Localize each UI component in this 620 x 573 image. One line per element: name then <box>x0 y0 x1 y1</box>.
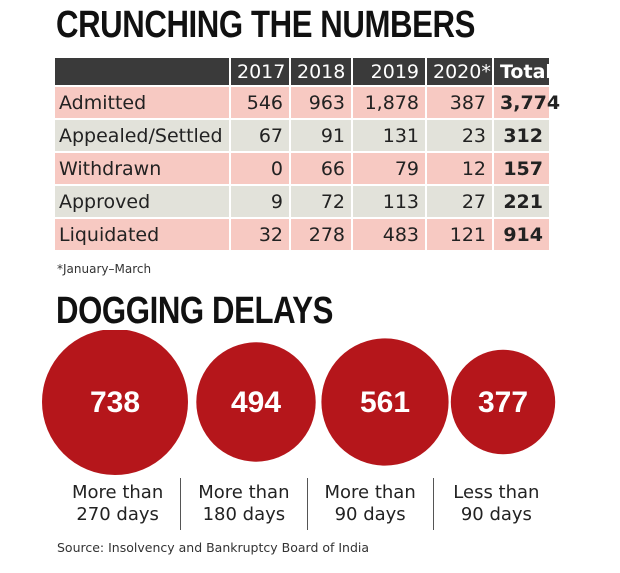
category-labels: More than 270 days More than 180 days More t… <box>55 478 559 530</box>
bubble-chart: 738 494 561 377 <box>42 330 556 475</box>
source-note: Source: Insolvency and Bankruptcy Board … <box>57 540 370 555</box>
table-cell: 1,878 <box>353 87 427 118</box>
table-row: Admitted 546 963 1,878 387 3,774 <box>55 87 560 118</box>
column-header-total: Total <box>494 58 552 85</box>
column-header: 2019 <box>353 58 427 85</box>
table-cell: 67 <box>231 120 291 151</box>
table-cell: 546 <box>231 87 291 118</box>
category-label-line: 90 days <box>460 504 532 525</box>
category-label-line: More than <box>72 482 164 503</box>
bubble-377 <box>450 349 556 455</box>
table-cell: 12 <box>427 153 494 184</box>
table-row: Liquidated 32 278 483 121 914 <box>55 219 549 250</box>
row-label: Appealed/Settled <box>55 120 231 151</box>
table-row: Appealed/Settled 67 91 131 23 312 <box>55 120 549 151</box>
table-cell-total: 157 <box>494 153 549 184</box>
bubble-494 <box>196 342 316 462</box>
table-cell: 66 <box>291 153 353 184</box>
table-cell: 0 <box>231 153 291 184</box>
category-label-line: 90 days <box>334 504 406 525</box>
footnote: *January–March <box>57 262 152 276</box>
table-cell: 963 <box>291 87 353 118</box>
row-label: Liquidated <box>55 219 231 250</box>
bubble-value-label: 738 <box>90 386 140 419</box>
bubble-value-label: 377 <box>478 386 528 419</box>
data-table: 2017 2018 2019 2020* Total Admitted 546 … <box>55 56 560 252</box>
table-header-row: 2017 2018 2019 2020* Total <box>55 58 552 85</box>
bubble-value-label: 494 <box>231 386 281 419</box>
category-label-line: More than <box>198 482 290 503</box>
category-label: Less than 90 days <box>432 478 559 530</box>
column-header: 2018 <box>291 58 353 85</box>
column-header: 2017 <box>231 58 291 85</box>
table-cell-total: 312 <box>494 120 549 151</box>
category-label-line: 270 days <box>76 504 159 525</box>
column-header <box>55 58 231 85</box>
row-label: Approved <box>55 186 231 217</box>
table-cell: 72 <box>291 186 353 217</box>
category-label-line: Less than <box>453 482 540 503</box>
bubble-value-label: 561 <box>360 386 410 419</box>
table-cell: 79 <box>353 153 427 184</box>
category-label-line: More than <box>324 482 416 503</box>
table-cell-total: 221 <box>494 186 549 217</box>
table-cell: 483 <box>353 219 427 250</box>
table-cell: 91 <box>291 120 353 151</box>
table-cell: 9 <box>231 186 291 217</box>
bubble-738 <box>42 330 188 475</box>
table-cell: 131 <box>353 120 427 151</box>
table-cell: 23 <box>427 120 494 151</box>
table-title: CRUNCHING THE NUMBERS <box>56 4 475 46</box>
chart-title: DOGGING DELAYS <box>56 290 334 332</box>
table-row: Approved 9 72 113 27 221 <box>55 186 549 217</box>
table-cell: 113 <box>353 186 427 217</box>
table-cell: 278 <box>291 219 353 250</box>
category-label-line: 180 days <box>202 504 286 525</box>
row-label: Admitted <box>55 87 231 118</box>
category-label: More than 180 days <box>180 478 306 530</box>
row-label: Withdrawn <box>55 153 231 184</box>
column-header: 2020* <box>427 58 494 85</box>
table-cell: 27 <box>427 186 494 217</box>
table-cell: 32 <box>231 219 291 250</box>
table-cell-total: 914 <box>494 219 549 250</box>
table-cell-total: 3,774 <box>494 87 560 118</box>
table-cell: 387 <box>427 87 494 118</box>
table-cell: 121 <box>427 219 494 250</box>
table-row: Withdrawn 0 66 79 12 157 <box>55 153 549 184</box>
category-label: More than 90 days <box>306 478 433 530</box>
category-label: More than 270 days <box>55 478 180 530</box>
bubble-561 <box>321 338 449 466</box>
